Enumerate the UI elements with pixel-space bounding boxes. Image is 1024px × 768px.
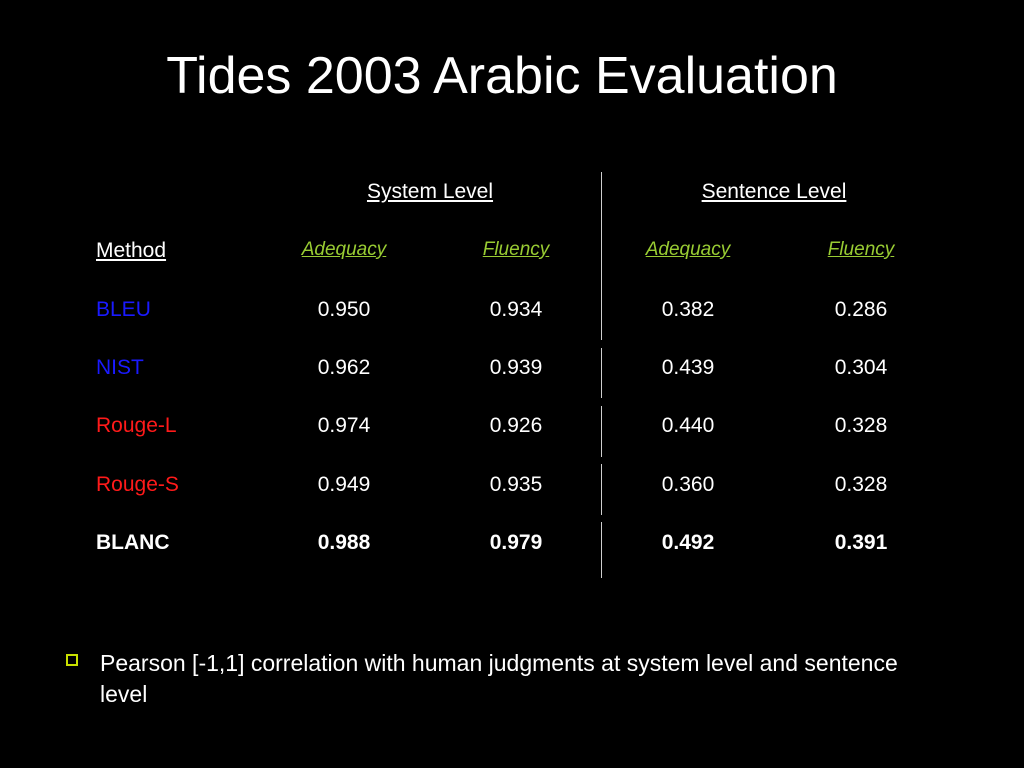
column-divider bbox=[601, 464, 602, 515]
square-bullet-icon bbox=[66, 654, 78, 666]
group-header-system-level: System Level bbox=[366, 180, 494, 203]
value-cell: 0.440 bbox=[661, 414, 715, 437]
column-divider bbox=[601, 406, 602, 457]
value-cell: 0.935 bbox=[489, 473, 543, 496]
value-cell: 0.979 bbox=[489, 531, 543, 554]
system-fluency-header: Fluency bbox=[482, 239, 550, 260]
value-cell: 0.391 bbox=[834, 531, 888, 554]
value-cell: 0.974 bbox=[317, 414, 371, 437]
system-adequacy-header: Adequacy bbox=[301, 239, 387, 260]
method-name: BLANC bbox=[96, 531, 170, 554]
value-cell: 0.439 bbox=[661, 356, 715, 379]
value-cell: 0.492 bbox=[661, 531, 715, 554]
value-cell: 0.988 bbox=[317, 531, 371, 554]
sentence-fluency-header: Fluency bbox=[827, 239, 895, 260]
method-name: Rouge-L bbox=[96, 414, 177, 437]
value-cell: 0.934 bbox=[489, 298, 543, 321]
value-cell: 0.360 bbox=[661, 473, 715, 496]
method-name: NIST bbox=[96, 356, 144, 379]
value-cell: 0.304 bbox=[834, 356, 888, 379]
method-column-header: Method bbox=[96, 239, 167, 262]
column-divider bbox=[601, 522, 602, 578]
value-cell: 0.926 bbox=[489, 414, 543, 437]
value-cell: 0.950 bbox=[317, 298, 371, 321]
method-name: Rouge-S bbox=[96, 473, 179, 496]
column-divider bbox=[601, 172, 602, 340]
group-header-sentence-level: Sentence Level bbox=[701, 180, 847, 203]
value-cell: 0.286 bbox=[834, 298, 888, 321]
value-cell: 0.328 bbox=[834, 414, 888, 437]
slide-title: Tides 2003 Arabic Evaluation bbox=[166, 47, 838, 105]
bullet-text: Pearson [-1,1] correlation with human ju… bbox=[100, 650, 898, 707]
value-cell: 0.962 bbox=[317, 356, 371, 379]
value-cell: 0.328 bbox=[834, 473, 888, 496]
value-cell: 0.382 bbox=[661, 298, 715, 321]
value-cell: 0.949 bbox=[317, 473, 371, 496]
sentence-adequacy-header: Adequacy bbox=[645, 239, 731, 260]
column-divider bbox=[601, 348, 602, 398]
method-name: BLEU bbox=[96, 298, 151, 321]
value-cell: 0.939 bbox=[489, 356, 543, 379]
